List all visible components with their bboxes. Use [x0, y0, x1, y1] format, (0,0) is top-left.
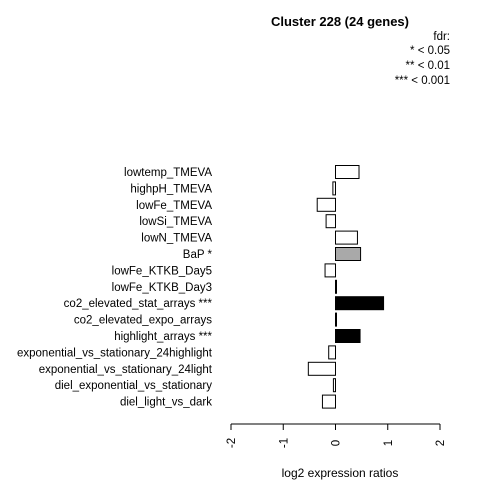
category-label-11: highlight_arrays ***	[114, 331, 212, 343]
bar-6	[336, 248, 361, 261]
x-axis-label: log2 expression ratios	[282, 466, 399, 480]
category-label-13: exponential_vs_stationary_24light	[39, 364, 213, 376]
bar-5	[336, 231, 358, 244]
x-tick-label-3: 0	[331, 440, 343, 446]
category-labels: lowtemp_TMEVA highpH_TMEVA lowFe_TMEVA lowS…	[17, 167, 213, 409]
bars	[308, 166, 383, 409]
bar-14	[333, 379, 335, 392]
category-label-6: BaP *	[183, 249, 213, 261]
x-tick-label-2: -1	[278, 438, 290, 448]
category-label-9: co2_elevated_stat_arrays ***	[64, 298, 213, 310]
category-label-15: diel_light_vs_dark	[120, 397, 212, 409]
bar-1	[336, 166, 360, 179]
chart-title: Cluster 228 (24 genes)	[271, 14, 409, 29]
bar-3	[317, 198, 335, 211]
category-label-7: lowFe_KTKB_Day5	[112, 265, 212, 277]
x-axis: -2 -1 0 1 2	[226, 424, 447, 448]
bar-2	[333, 182, 336, 195]
bar-4	[326, 215, 335, 228]
category-label-1: lowtemp_TMEVA	[124, 167, 212, 179]
category-label-3: lowFe_TMEVA	[136, 200, 212, 212]
bar-11	[336, 330, 361, 343]
legend-entry-1: * < 0.05	[410, 45, 450, 57]
bar-12	[329, 346, 336, 359]
category-label-4: lowSi_TMEVA	[139, 216, 212, 228]
x-tick-label-5: 2	[435, 440, 447, 446]
bar-9	[336, 297, 384, 310]
category-label-2: highpH_TMEVA	[130, 183, 212, 195]
bar-8	[336, 280, 337, 293]
legend: fdr: * < 0.05 ** < 0.01 *** < 0.001	[395, 31, 450, 87]
legend-entry-3: *** < 0.001	[395, 75, 450, 87]
legend-title: fdr:	[433, 31, 450, 43]
category-label-10: co2_elevated_expo_arrays	[74, 315, 212, 327]
bar-15	[322, 395, 335, 408]
x-tick-label-4: 1	[383, 440, 395, 446]
legend-entry-2: ** < 0.01	[406, 60, 450, 72]
category-label-14: diel_exponential_vs_stationary	[55, 380, 213, 392]
x-tick-label-1: -2	[226, 438, 238, 448]
category-label-8: lowFe_KTKB_Day3	[112, 282, 212, 294]
bar-13	[308, 362, 335, 375]
bar-10	[336, 313, 337, 326]
category-label-12: exponential_vs_stationary_24highlight	[17, 347, 213, 359]
bar-7	[325, 264, 335, 277]
category-label-5: lowN_TMEVA	[141, 233, 212, 245]
